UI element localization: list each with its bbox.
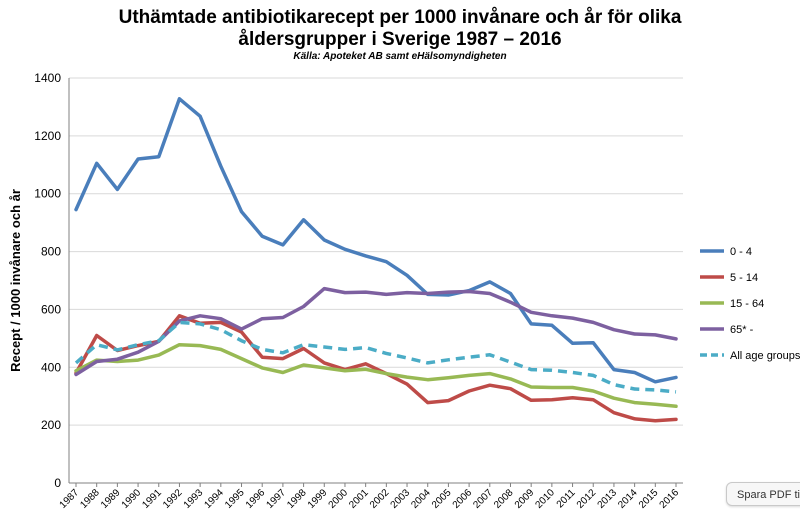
x-tick-label-2009: 2009 (513, 487, 537, 511)
y-tick-label-400: 400 (41, 360, 61, 374)
x-tick-label-1996: 1996 (244, 487, 268, 511)
chart-title-line-2: åldersgrupper i Sverige 1987 – 2016 (238, 29, 562, 50)
legend-label-4: All age groups (730, 350, 800, 362)
y-tick-label-1000: 1000 (34, 187, 61, 201)
x-tick-label-2004: 2004 (409, 487, 433, 511)
x-tick-label-2013: 2013 (596, 487, 620, 511)
y-tick-label-200: 200 (41, 418, 61, 432)
legend-label-2: 15 - 64 (730, 298, 764, 310)
x-tick-label-2012: 2012 (575, 487, 599, 511)
series-line-3 (74, 286, 678, 377)
x-tick-label-2005: 2005 (430, 487, 454, 511)
series-line-4 (74, 320, 677, 394)
chart-subtitle: Källa: Apoteket AB samt eHälsomyndighete… (293, 51, 507, 62)
y-tick-label-1200: 1200 (34, 129, 61, 143)
x-tick-label-1989: 1989 (99, 487, 123, 511)
x-tick-label-2002: 2002 (368, 487, 392, 511)
x-tick-label-1987: 1987 (58, 487, 82, 511)
legend-label-3: 65* - (730, 324, 754, 336)
x-tick-label-1994: 1994 (202, 487, 226, 511)
legend-label-1: 5 - 14 (730, 272, 758, 284)
x-tick-label-1999: 1999 (306, 487, 330, 511)
chart-title-line-1: Uthämtade antibiotikarecept per 1000 inv… (118, 7, 682, 28)
x-tick-label-1988: 1988 (78, 487, 102, 511)
x-tick-label-2000: 2000 (327, 487, 351, 511)
x-tick-label-2001: 2001 (347, 487, 371, 511)
x-tick-label-2014: 2014 (616, 487, 640, 511)
series-line-0 (74, 97, 678, 384)
save-pdf-button[interactable]: Spara PDF ti (726, 482, 800, 506)
x-tick-label-1991: 1991 (140, 487, 164, 511)
x-tick-label-2007: 2007 (471, 487, 495, 511)
x-tick-label-1993: 1993 (182, 487, 206, 511)
series-line-1 (74, 314, 678, 423)
x-tick-label-1990: 1990 (120, 487, 144, 511)
y-axis-label: Recept / 1000 invånare och år (8, 189, 23, 372)
y-tick-label-800: 800 (41, 245, 61, 259)
x-tick-label-2016: 2016 (658, 487, 682, 511)
x-tick-label-1998: 1998 (285, 487, 309, 511)
x-tick-label-2003: 2003 (389, 487, 413, 511)
y-tick-label-600: 600 (41, 302, 61, 316)
legend-label-0: 0 - 4 (730, 246, 752, 258)
x-tick-label-2006: 2006 (451, 487, 475, 511)
y-tick-label-0: 0 (54, 476, 61, 490)
series-line-2 (74, 342, 678, 409)
x-tick-label-1992: 1992 (161, 487, 185, 511)
x-tick-label-1995: 1995 (223, 487, 247, 511)
x-tick-label-2015: 2015 (637, 487, 661, 511)
x-tick-label-2010: 2010 (533, 487, 557, 511)
x-tick-label-2011: 2011 (555, 487, 578, 510)
x-tick-label-2008: 2008 (492, 487, 516, 511)
x-tick-label-1997: 1997 (265, 487, 289, 511)
y-tick-label-1400: 1400 (34, 71, 61, 85)
